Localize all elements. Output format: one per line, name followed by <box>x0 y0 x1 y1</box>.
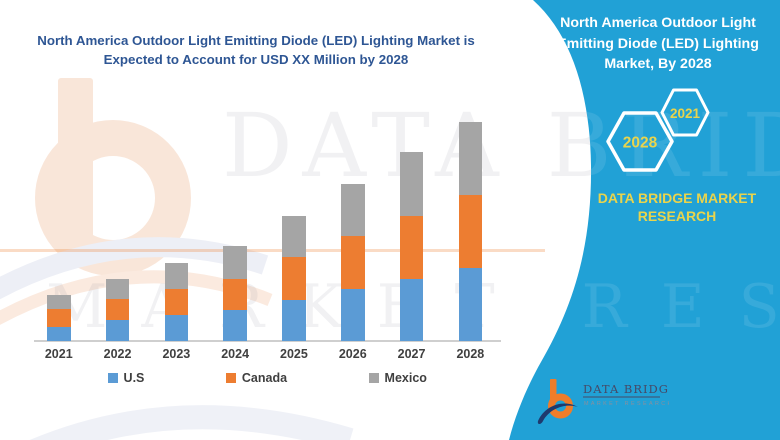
tick-label-2024: 2024 <box>221 347 250 361</box>
bar-segment-US-2021 <box>47 326 71 341</box>
legend-swatch-icon <box>369 373 379 383</box>
bar-segment-Canada-2026 <box>341 235 365 289</box>
legend-swatch-icon <box>108 373 118 383</box>
bar-segment-Mexico-2022 <box>105 278 130 299</box>
bar-segment-US-2022 <box>105 319 130 341</box>
bar-segment-Canada-2023 <box>164 288 189 315</box>
tick-label-2028: 2028 <box>456 347 485 361</box>
bar-segment-Mexico-2024 <box>223 245 247 279</box>
tick-label-2023: 2023 <box>162 347 191 361</box>
bar-segment-US-2026 <box>341 288 365 341</box>
legend-item-Canada: Canada <box>226 371 287 385</box>
panel-title: North America Outdoor Light Emitting Dio… <box>542 13 774 75</box>
panel-title-line1: North America Outdoor Light <box>560 15 756 31</box>
panel-title-line2: Emitting Diode (LED) Lighting <box>557 35 759 52</box>
bar-segment-Mexico-2021 <box>47 294 71 309</box>
bar-segment-US-2024 <box>223 309 247 341</box>
tick-label-2026: 2026 <box>338 347 367 361</box>
x-axis-line <box>34 340 501 342</box>
chart-title-line1: North America Outdoor Light Emitting Dio… <box>37 33 475 48</box>
legend-item-US: U.S <box>108 371 144 385</box>
bar-segment-Canada-2028 <box>458 194 483 268</box>
panel-title-line3: Market, By 2028 <box>604 56 712 72</box>
tick-label-2027: 2027 <box>397 347 426 361</box>
footer-logo-name: DATA BRIDGE <box>583 382 669 396</box>
bar-segment-US-2025 <box>282 299 306 341</box>
legend-label: Canada <box>241 371 288 385</box>
bar-segment-Canada-2024 <box>223 278 247 310</box>
tick-label-2021: 2021 <box>44 347 73 361</box>
bar-segment-Canada-2022 <box>105 298 130 320</box>
tick-label-2022: 2022 <box>103 347 132 361</box>
bar-segment-US-2028 <box>458 267 483 341</box>
tick-label-2025: 2025 <box>280 347 308 361</box>
bar-segment-Canada-2027 <box>399 215 424 279</box>
bar-segment-Mexico-2026 <box>341 183 365 236</box>
brand-text: DATA BRIDGE MARKET RESEARCH <box>597 190 757 225</box>
bar-segment-US-2023 <box>164 314 189 341</box>
databridge-b-icon <box>537 379 578 424</box>
chart-title-line2: Expected to Account for USD XX Million b… <box>103 52 409 67</box>
bar-segment-Mexico-2027 <box>399 151 424 216</box>
legend-label: U.S <box>123 371 145 385</box>
legend-item-Mexico: Mexico <box>369 371 427 385</box>
bar-segment-Mexico-2028 <box>458 121 483 195</box>
legend-swatch-icon <box>226 373 236 383</box>
bar-segment-US-2027 <box>399 278 424 341</box>
bar-segment-Canada-2021 <box>47 308 71 327</box>
legend-label: Mexico <box>384 371 427 385</box>
bar-segment-Canada-2025 <box>282 256 306 300</box>
footer-logo-rule <box>583 396 660 398</box>
bar-segment-Mexico-2023 <box>164 262 189 289</box>
footer-logo-tagline: MARKET RESEARCH <box>584 401 669 407</box>
databridge-footer-logo: DATA BRIDGE MARKET RESEARCH <box>537 379 669 424</box>
bar-segment-Mexico-2025 <box>282 215 306 257</box>
chart-title: North America Outdoor Light Emitting Dio… <box>26 31 486 69</box>
legend: U.S Canada Mexico <box>35 371 500 385</box>
